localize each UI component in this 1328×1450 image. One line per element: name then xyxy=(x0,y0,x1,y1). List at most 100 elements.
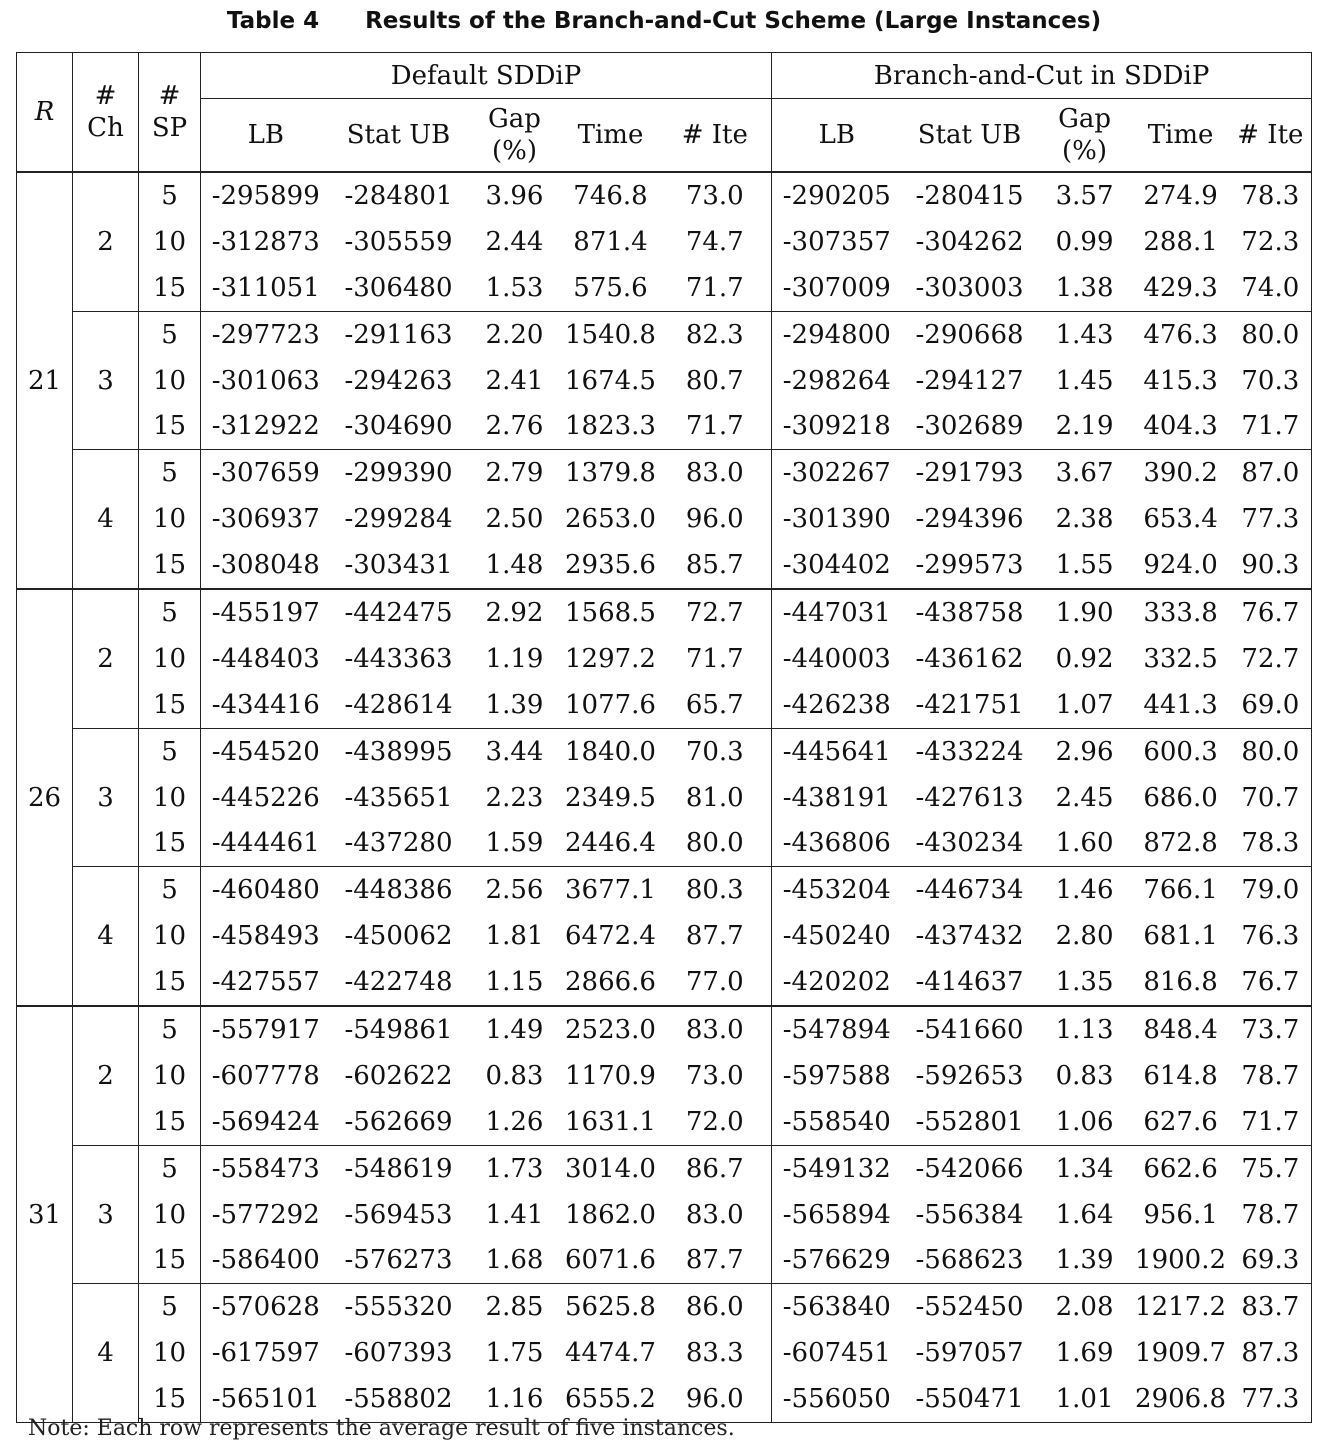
cell-bc-lb: -450240 xyxy=(782,921,891,952)
table-row: 4 5 -460480 -448386 2.56 3677.1 80.3 -453204 -44… xyxy=(17,866,1313,1007)
cell-bc-ite: 72.3 xyxy=(1229,218,1313,265)
cell-bc-stat-ub: -541660 xyxy=(901,1005,1038,1053)
cell-r: 26 xyxy=(16,588,73,1007)
cell-default-gap: 1.19 xyxy=(485,643,544,674)
cell-default-ite: 71.7 xyxy=(658,403,773,450)
cell-bc-ite: 78.7 xyxy=(1229,1052,1313,1099)
cell-default-stat-ub: -576273 xyxy=(344,1245,453,1276)
cell-bc-lb: -565894 xyxy=(782,1199,891,1230)
cell-bc-gap: 0.92 xyxy=(1055,643,1114,674)
cell-default-stat-ub: -562669 xyxy=(344,1106,453,1137)
header-lb: LB xyxy=(200,98,331,173)
cell-default-lb: -448403 xyxy=(211,643,320,674)
cell-default-time: 2446.4 xyxy=(565,828,656,859)
cell-default-lb: -577292 xyxy=(211,1199,320,1230)
cell-default-lb: -297723 xyxy=(200,310,331,358)
cell-bc-stat-ub: -568623 xyxy=(915,1245,1024,1276)
cell-default-lb: -454520 xyxy=(200,727,331,775)
cell-default-stat-ub: -549861 xyxy=(330,1005,467,1053)
cell-bc-lb: -307357 xyxy=(782,226,891,257)
header-ite: # Ite xyxy=(1229,98,1313,173)
cell-bc-ite: 87.3 xyxy=(1229,1330,1313,1377)
cell-ch: 2 xyxy=(72,1005,139,1146)
cell-bc-lb: -290205 xyxy=(771,171,902,219)
cell-default-stat-ub: -602622 xyxy=(344,1060,453,1091)
cell-bc-lb: -436806 xyxy=(782,828,891,859)
cell-sp: 15 xyxy=(138,403,201,450)
cell-bc-gap: 1.13 xyxy=(1037,1005,1132,1053)
cell-default-time: 1674.5 xyxy=(565,365,656,396)
cell-default-lb: -444461 xyxy=(211,828,320,859)
cell-default-stat-ub: -443363 xyxy=(344,643,453,674)
cell-default-time: 6472.4 xyxy=(565,921,656,952)
table-row: 10 -448403 -443363 1.19 1297.2 71.7 -440003 -43… xyxy=(17,635,1313,682)
table-row: 15 -311051 -306480 1.53 575.6 71.7 -307009 -303… xyxy=(17,264,1313,312)
cell-default-lb: -312873 xyxy=(211,226,320,257)
cell-default-stat-ub: -438995 xyxy=(330,727,467,775)
cell-sp: 5 xyxy=(138,449,201,497)
cell-bc-gap: 1.38 xyxy=(1055,272,1114,303)
table-row: 15 -434416 -428614 1.39 1077.6 65.7 -426238 -42… xyxy=(17,681,1313,729)
cell-sp: 10 xyxy=(138,357,201,404)
cell-bc-lb: -440003 xyxy=(782,643,891,674)
cell-default-time: 1823.3 xyxy=(565,411,656,442)
cell-default-ite: 83.0 xyxy=(658,1191,773,1238)
table-row: 10 -306937 -299284 2.50 2653.0 96.0 -301390 -29… xyxy=(17,496,1313,543)
cell-default-gap: 3.44 xyxy=(466,727,563,775)
cell-bc-stat-ub: -552450 xyxy=(901,1283,1038,1331)
table-caption: Table 4 Results of the Branch-and-Cut Sch… xyxy=(0,8,1328,34)
header-stat-ub: Stat UB xyxy=(330,98,467,173)
cell-bc-time: 686.0 xyxy=(1143,782,1218,813)
cell-bc-stat-ub: -597057 xyxy=(915,1338,1024,1369)
table-row: 31 2 5 -557917 -549861 1.49 2523.0 83.0 -547894-… xyxy=(16,1005,1313,1424)
cell-bc-lb: -298264 xyxy=(782,365,891,396)
cell-default-gap: 1.26 xyxy=(485,1106,544,1137)
cell-bc-ite: 78.3 xyxy=(1229,171,1313,219)
cell-default-ite: 65.7 xyxy=(658,681,773,729)
table-row: 10 -445226 -435651 2.23 2349.5 81.0 -438191 -42… xyxy=(17,774,1313,821)
cell-default-ite: 83.0 xyxy=(658,1005,773,1053)
cell-bc-gap: 1.35 xyxy=(1055,967,1114,998)
cell-bc-time: 2906.8 xyxy=(1131,1376,1230,1424)
cell-default-ite: 72.0 xyxy=(658,1098,773,1146)
cell-default-gap: 2.44 xyxy=(485,226,544,257)
header-ite: # Ite xyxy=(658,98,773,173)
cell-bc-stat-ub: -437432 xyxy=(915,921,1024,952)
cell-default-time: 2935.6 xyxy=(565,550,656,581)
cell-bc-time: 848.4 xyxy=(1131,1005,1230,1053)
cell-default-gap: 1.73 xyxy=(466,1144,563,1192)
table-body: 21 2 5 -295899 -284801 3.96 746.8 73.0 -290205 -2… xyxy=(16,170,1313,1424)
cell-bc-lb: -563840 xyxy=(771,1283,902,1331)
cell-ch: 4 xyxy=(72,449,139,590)
cell-bc-ite: 70.7 xyxy=(1229,774,1313,821)
table-row: 26 2 5 -455197 -442475 2.92 1568.5 72.7 -447031-… xyxy=(16,588,1313,1007)
cell-default-gap: 0.83 xyxy=(485,1060,544,1091)
cell-bc-gap: 2.38 xyxy=(1055,504,1114,535)
cell-bc-gap: 0.83 xyxy=(1055,1060,1114,1091)
cell-r: 21 xyxy=(16,170,73,590)
cell-default-lb: -570628 xyxy=(200,1283,331,1331)
cell-bc-gap: 1.60 xyxy=(1055,828,1114,859)
cell-bc-time: 1909.7 xyxy=(1135,1338,1227,1369)
cell-bc-lb: -420202 xyxy=(782,967,891,998)
table-row: 15 -565101 -558802 1.16 6555.2 96.0 -556050 -55… xyxy=(17,1376,1313,1424)
cell-default-time: 1297.2 xyxy=(565,643,656,674)
cell-default-gap: 2.41 xyxy=(485,365,544,396)
cell-default-lb: -434416 xyxy=(211,689,320,720)
cell-default-ite: 80.0 xyxy=(658,820,773,867)
cell-sp: 10 xyxy=(138,1191,201,1238)
cell-sp: 10 xyxy=(138,1330,201,1377)
cell-bc-stat-ub: -436162 xyxy=(915,643,1024,674)
cell-default-ite: 73.0 xyxy=(658,171,773,219)
table-row: 10 -312873 -305559 2.44 871.4 74.7 -307357 -304… xyxy=(17,218,1313,265)
cell-bc-stat-ub: -427613 xyxy=(915,782,1024,813)
cell-default-ite: 73.0 xyxy=(658,1052,773,1099)
cell-default-stat-ub: -435651 xyxy=(344,782,453,813)
cell-default-gap: 1.68 xyxy=(485,1245,544,1276)
cell-bc-stat-ub: -552801 xyxy=(915,1106,1024,1137)
cell-default-time: 4474.7 xyxy=(565,1338,656,1369)
cell-bc-stat-ub: -294127 xyxy=(915,365,1024,396)
cell-bc-stat-ub: -542066 xyxy=(901,1144,1038,1192)
cell-default-lb: -307659 xyxy=(200,449,331,497)
cell-bc-gap: 2.08 xyxy=(1037,1283,1132,1331)
